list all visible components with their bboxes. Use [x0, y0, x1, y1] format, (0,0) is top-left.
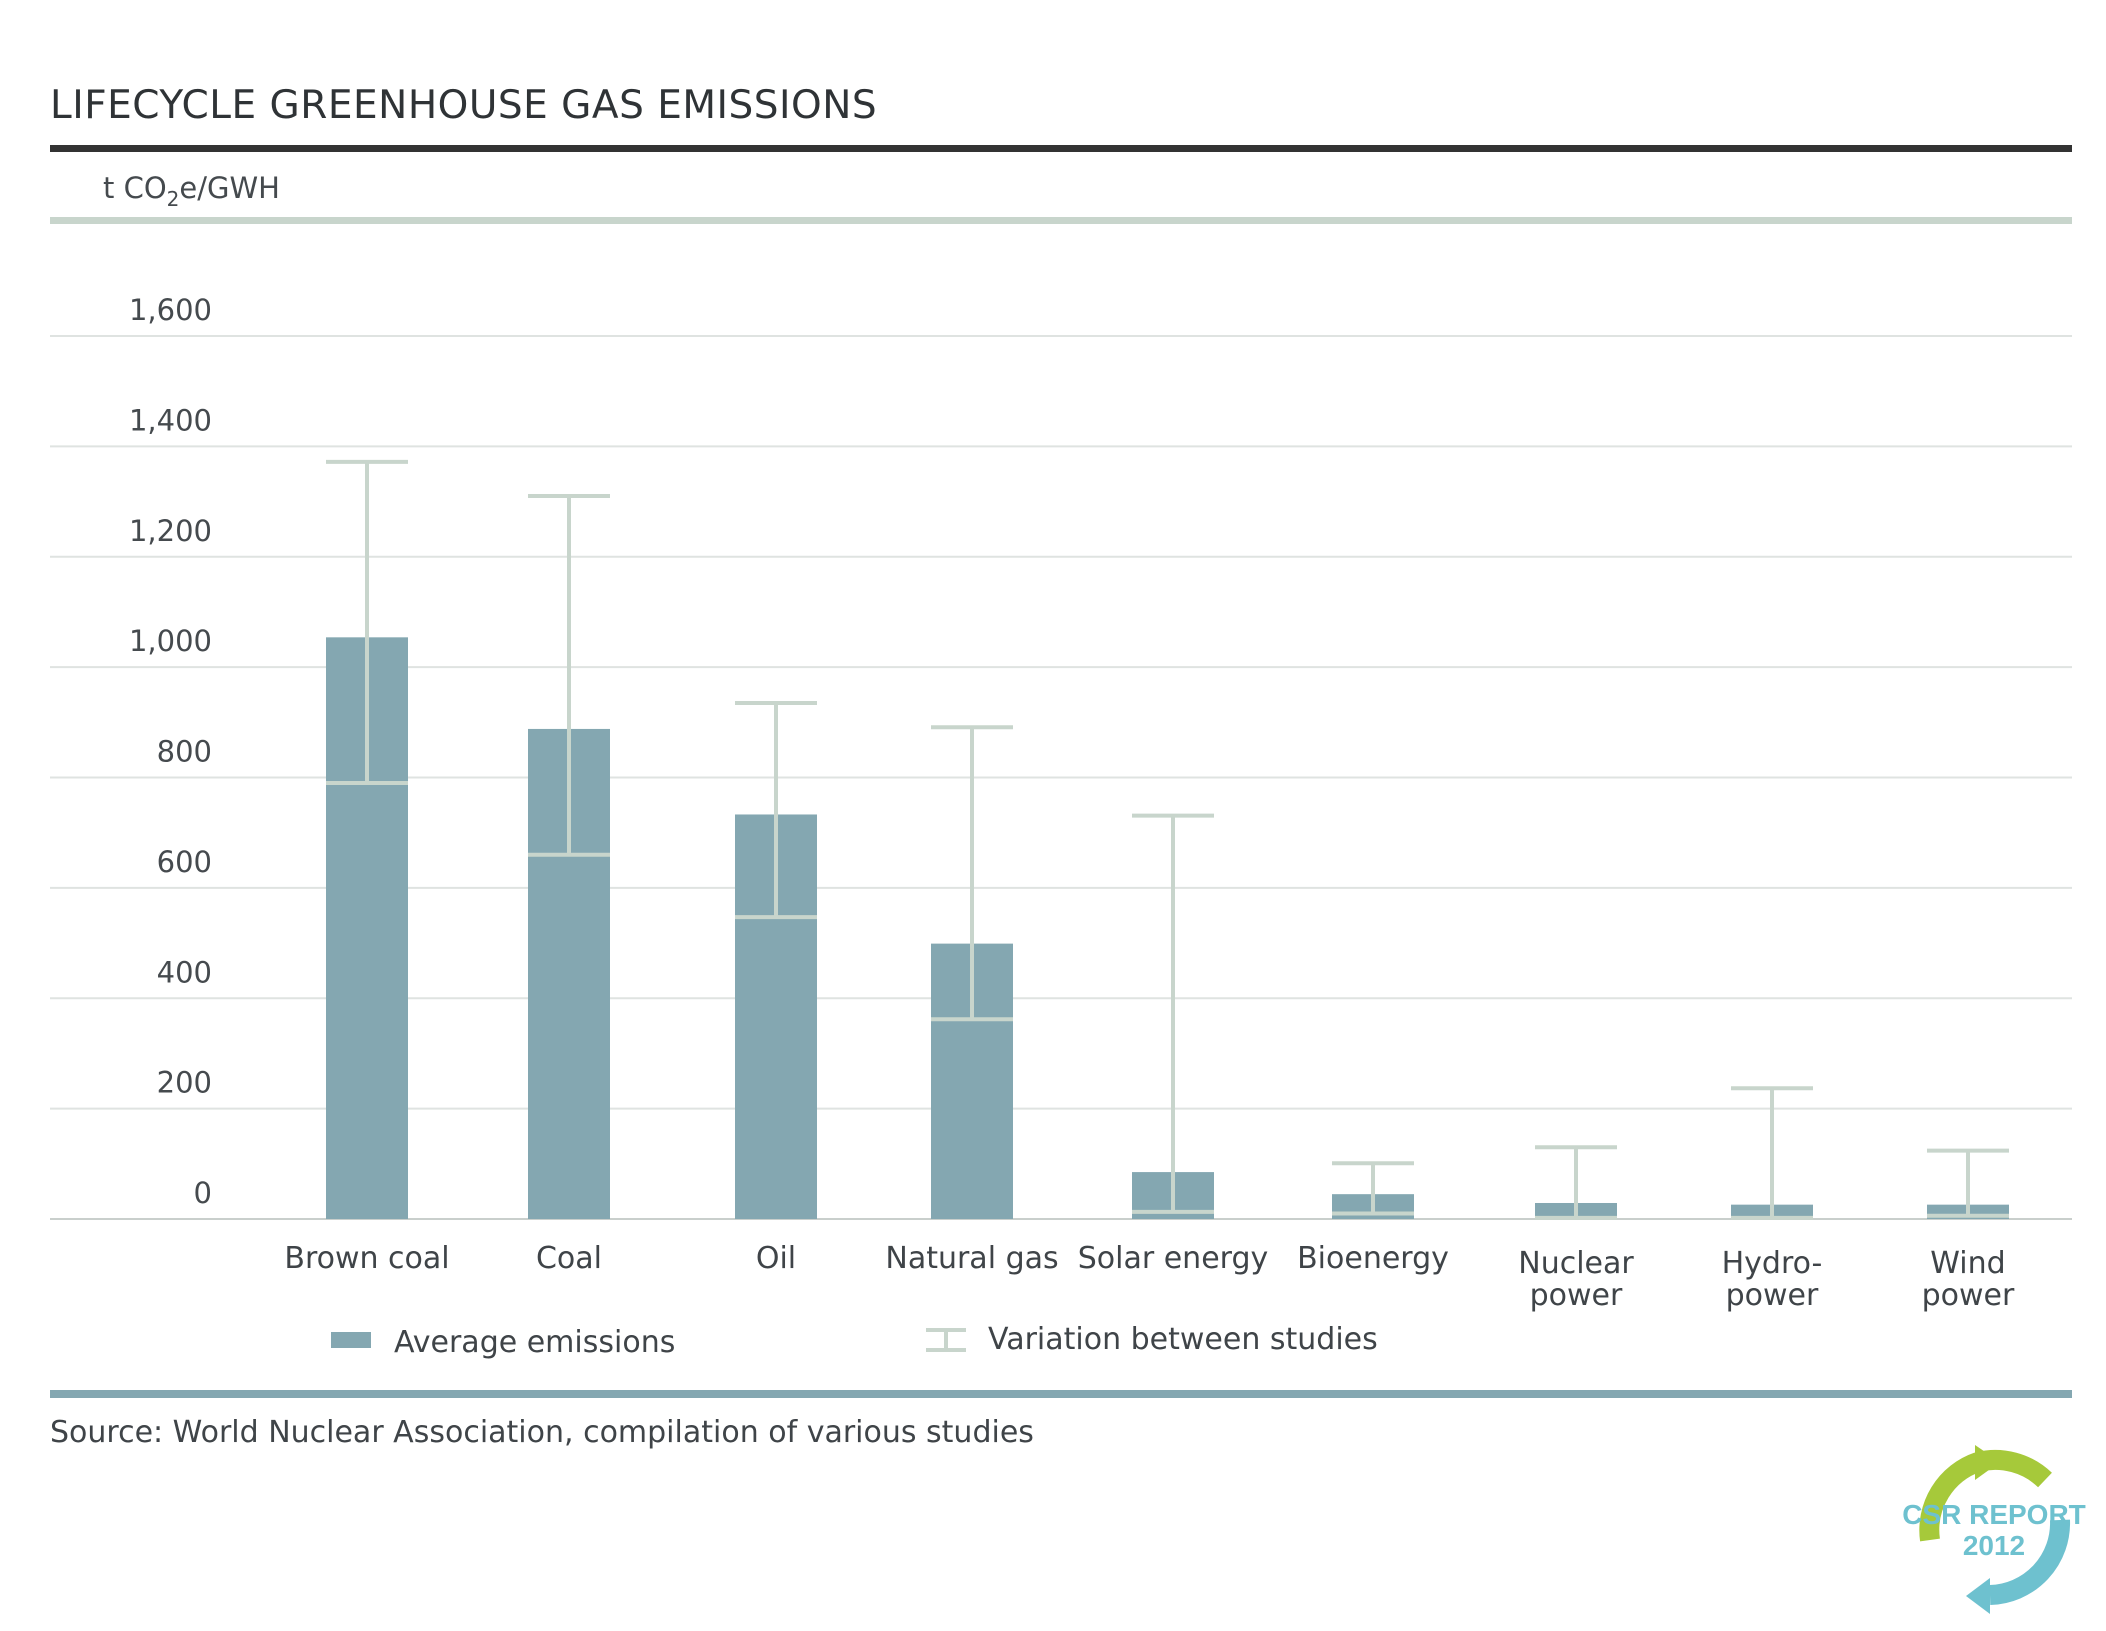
legend-average-label: Average emissions [394, 1325, 675, 1360]
y-axis-ticks: 0 200 400 600 800 1,000 1,200 1,400 1,600 [129, 293, 212, 1210]
unit-subscript: 2 [167, 187, 180, 211]
x-category-label: Nuclear power [1518, 1246, 1634, 1313]
source-note: Source: World Nuclear Association, compi… [50, 1415, 1034, 1450]
unit-prefix: t CO [103, 171, 167, 205]
y-axis-unit-label: t CO2e/GWH [103, 171, 280, 211]
logo-text-line2: 2012 [1963, 1530, 2025, 1561]
x-category-label: Natural gas [885, 1241, 1058, 1276]
logo-text-line1: CSR REPORT [1902, 1499, 2086, 1530]
legend-variation-swatch [926, 1328, 966, 1352]
variation-whisker [326, 459, 408, 786]
y-tick-label: 1,400 [129, 403, 212, 437]
chart-title: LIFECYCLE GREENHOUSE GAS EMISSIONS [50, 83, 877, 128]
legend-average-swatch [331, 1332, 371, 1348]
y-tick-label: 400 [157, 955, 212, 989]
x-category-label: Hydro-power [1722, 1246, 1823, 1313]
unit-rule [50, 217, 2072, 224]
bars [326, 637, 2009, 1219]
unit-suffix: e/GWH [179, 171, 280, 205]
x-category-label: Oil [756, 1241, 796, 1276]
y-tick-label: 1,200 [129, 514, 212, 548]
x-category-label: Coal [536, 1241, 602, 1276]
y-tick-label: 1,600 [129, 293, 212, 327]
variation-whisker [1927, 1148, 2009, 1218]
csr-report-logo: CSR REPORT 2012 [1902, 1445, 2086, 1614]
y-tick-label: 0 [194, 1176, 212, 1210]
title-rule [50, 145, 2072, 152]
variation-whisker [528, 494, 610, 857]
x-category-label: Brown coal [284, 1241, 449, 1276]
variation-whiskers [326, 459, 2009, 1220]
y-tick-label: 1,000 [129, 624, 212, 658]
x-category-label: Bioenergy [1297, 1241, 1449, 1276]
x-category-label: Solar energy [1078, 1241, 1269, 1276]
y-tick-label: 200 [157, 1066, 212, 1100]
x-category-label: Wind power [1922, 1246, 2015, 1313]
variation-whisker [1731, 1086, 1813, 1220]
legend-variation-label: Variation between studies [988, 1322, 1378, 1357]
variation-whisker [1535, 1145, 1617, 1220]
legend: Average emissions Variation between stud… [331, 1322, 1378, 1360]
variation-whisker [735, 700, 817, 920]
footer-rule [50, 1390, 2072, 1398]
x-axis-categories: Brown coal Coal Oil Natural gas Solar energy… [284, 1241, 2015, 1313]
variation-whisker [931, 725, 1013, 1022]
variation-whisker [1132, 813, 1214, 1214]
y-tick-label: 800 [157, 735, 212, 769]
variation-whisker [1332, 1161, 1414, 1216]
y-tick-label: 600 [157, 845, 212, 879]
